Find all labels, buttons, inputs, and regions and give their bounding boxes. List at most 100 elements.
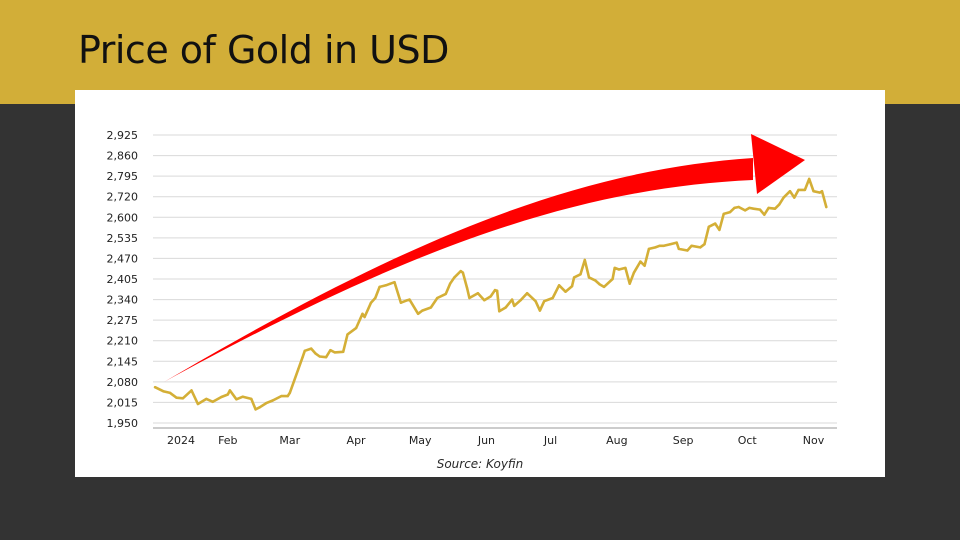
price-point xyxy=(271,399,274,402)
price-point xyxy=(489,295,492,298)
trend-arrow-body xyxy=(164,158,753,382)
y-tick-label: 2,340 xyxy=(107,294,139,307)
price-line-layer xyxy=(153,177,828,411)
price-point xyxy=(301,356,304,359)
price-point xyxy=(228,389,232,392)
price-point xyxy=(421,309,424,312)
x-tick-label: Sep xyxy=(673,434,694,447)
price-point xyxy=(572,276,576,279)
price-point xyxy=(690,244,693,247)
price-point xyxy=(543,300,546,303)
price-point xyxy=(226,393,229,396)
price-point xyxy=(737,205,740,209)
price-point xyxy=(654,246,657,249)
price-point xyxy=(538,309,542,312)
price-point xyxy=(436,296,439,300)
price-point xyxy=(624,266,627,270)
price-point xyxy=(557,284,561,287)
price-point xyxy=(519,299,522,302)
price-point xyxy=(459,269,462,273)
price-point xyxy=(303,349,306,352)
trend-arrow-layer xyxy=(164,134,805,382)
price-point xyxy=(468,296,471,300)
price-point xyxy=(803,188,807,192)
price-point xyxy=(510,298,514,301)
price-point xyxy=(466,287,469,290)
price-point xyxy=(448,282,452,285)
price-point xyxy=(280,394,283,398)
price-point xyxy=(628,282,631,285)
source-label: Source: Koyfin xyxy=(436,457,524,471)
price-point xyxy=(297,368,300,371)
price-point xyxy=(598,283,601,286)
price-point xyxy=(758,208,762,211)
price-point xyxy=(241,395,244,398)
y-tick-label: 2,405 xyxy=(107,273,139,286)
price-point xyxy=(374,296,377,300)
price-point xyxy=(793,196,796,199)
price-point xyxy=(168,391,172,395)
price-point xyxy=(677,247,680,251)
chart-card: 1,950 2,015 2,080 2,145 2,210 2,275 2,340 2,405… xyxy=(75,90,885,477)
price-point xyxy=(722,212,725,216)
price-point xyxy=(235,398,238,401)
price-point xyxy=(602,285,606,289)
price-point xyxy=(707,225,710,228)
price-point xyxy=(551,296,554,300)
y-tick-label: 1,950 xyxy=(107,417,139,430)
x-tick-label: Oct xyxy=(738,434,758,447)
x-tick-label: Nov xyxy=(803,434,825,447)
price-point xyxy=(399,301,403,304)
price-point xyxy=(778,203,781,206)
price-point xyxy=(675,241,678,244)
price-point xyxy=(743,209,747,212)
price-point xyxy=(728,210,732,214)
y-tick-label: 2,080 xyxy=(107,376,139,389)
price-point xyxy=(354,326,358,330)
x-tick-label: Jun xyxy=(477,434,495,447)
price-point xyxy=(153,386,157,389)
price-point xyxy=(453,276,456,279)
price-point xyxy=(342,350,345,353)
price-point xyxy=(767,206,770,210)
price-point xyxy=(384,284,388,287)
price-line xyxy=(153,177,828,411)
price-point xyxy=(797,188,800,192)
y-tick-label: 2,015 xyxy=(107,396,139,409)
price-point xyxy=(429,306,433,309)
price-point xyxy=(190,389,193,392)
price-point xyxy=(408,298,411,301)
price-point xyxy=(613,266,616,270)
price-point xyxy=(389,282,392,285)
price-point xyxy=(632,271,636,274)
price-point xyxy=(686,249,689,252)
price-point xyxy=(495,289,499,292)
price-point xyxy=(564,290,567,293)
price-point xyxy=(288,391,291,395)
y-axis-ticks: 1,950 2,015 2,080 2,145 2,210 2,275 2,340 2,405… xyxy=(107,129,139,430)
price-point xyxy=(579,273,582,276)
price-point xyxy=(483,299,486,302)
price-point xyxy=(211,400,214,403)
y-tick-label: 2,925 xyxy=(107,129,139,142)
slide-title: Price of Gold in USD xyxy=(78,28,449,72)
price-point xyxy=(647,247,651,251)
price-point xyxy=(324,356,328,359)
price-point xyxy=(570,285,574,288)
x-tick-label: Feb xyxy=(218,434,237,447)
price-point xyxy=(329,349,332,352)
price-point xyxy=(175,396,178,399)
price-point xyxy=(617,268,621,271)
price-point xyxy=(310,347,313,350)
price-point xyxy=(782,196,785,199)
price-point xyxy=(196,402,200,406)
price-point xyxy=(818,191,822,194)
price-point xyxy=(752,207,755,210)
price-point xyxy=(583,258,586,262)
price-point xyxy=(714,222,717,225)
price-point xyxy=(703,243,706,246)
price-point xyxy=(733,206,736,210)
price-point xyxy=(361,312,364,315)
price-point xyxy=(265,401,268,405)
price-point xyxy=(534,300,537,303)
